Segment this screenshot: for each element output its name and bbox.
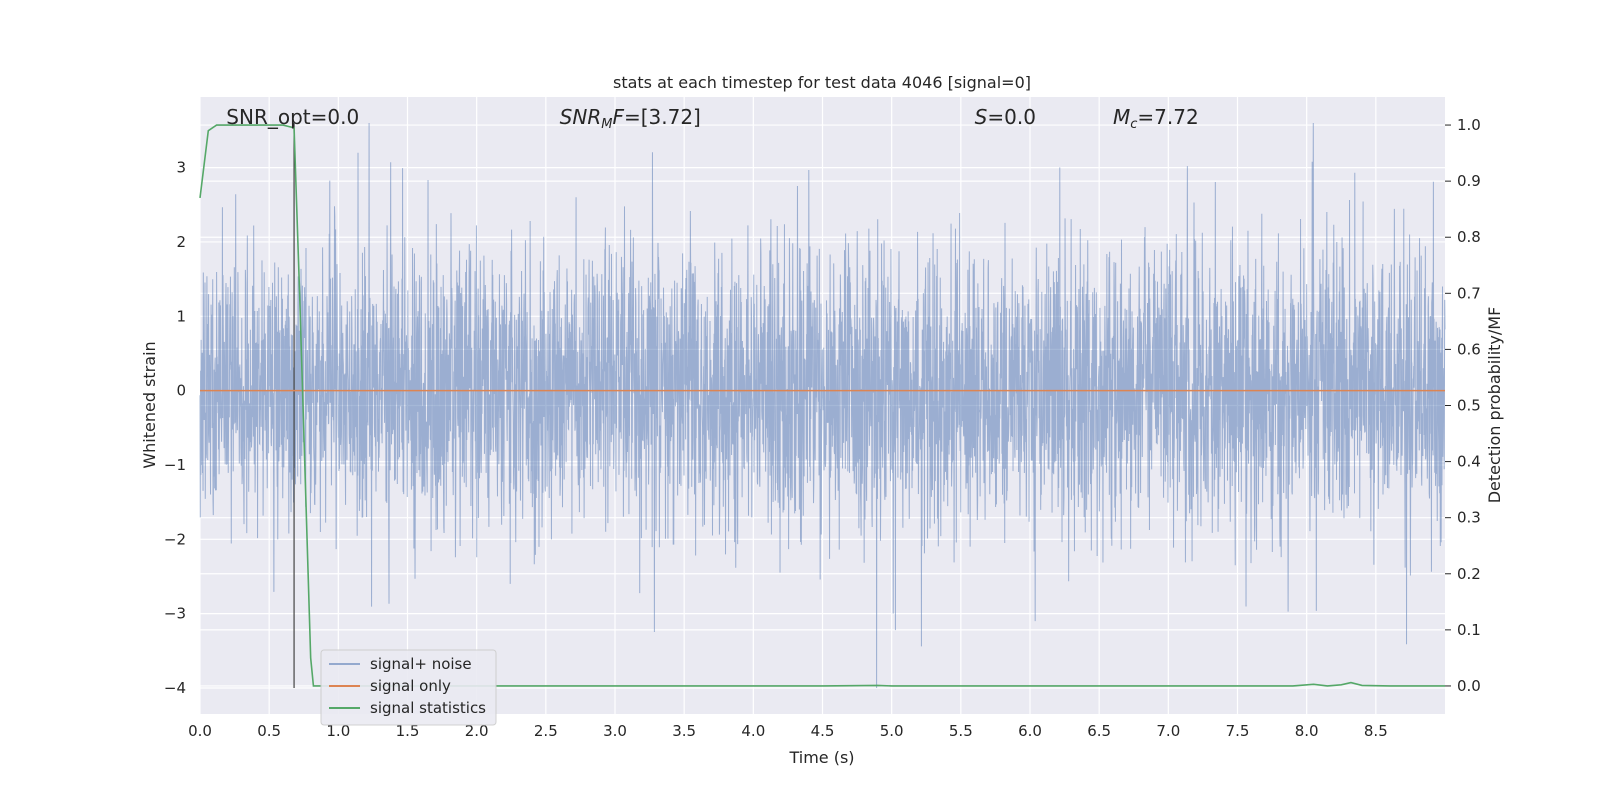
y-tick-label: 0 xyxy=(176,382,186,400)
x-tick-label: 0.0 xyxy=(188,722,212,740)
legend-label-statistics: signal statistics xyxy=(370,699,486,717)
y2-tick-label: 0.4 xyxy=(1457,453,1481,471)
x-tick-label: 3.0 xyxy=(603,722,627,740)
legend: signal+ noise signal only signal statist… xyxy=(320,649,497,726)
y2-tick-label: 0.9 xyxy=(1457,172,1481,190)
x-tick-label: 2.5 xyxy=(534,722,558,740)
y-tick-label: −1 xyxy=(164,456,186,474)
y2-tick-label: 0.5 xyxy=(1457,397,1481,415)
annotation-mc: Mc=7.72 xyxy=(1113,105,1199,132)
x-tick-label: 7.5 xyxy=(1226,722,1250,740)
annotation-s: S=0.0 xyxy=(975,105,1036,129)
y-tick-label: 1 xyxy=(176,307,186,325)
y2-ticks: 1.0 0.9 0.8 0.7 0.6 0.5 0.4 0.3 0.2 0.1 0.0 xyxy=(1445,116,1481,695)
y2-tick-label: 0.6 xyxy=(1457,340,1481,358)
y2-tick-label: 0.1 xyxy=(1457,621,1481,639)
series-line-1 xyxy=(199,124,1445,687)
y2-tick-label: 0.7 xyxy=(1457,284,1481,302)
x-tick-label: 8.0 xyxy=(1295,722,1319,740)
y2-tick-label: 0.8 xyxy=(1457,228,1481,246)
y2-tick-label: 1.0 xyxy=(1457,116,1481,134)
y-tick-label: −2 xyxy=(164,530,186,548)
line-series xyxy=(199,123,1445,688)
x-tick-label: 0.5 xyxy=(257,722,281,740)
y2-tick-label: 0.3 xyxy=(1457,509,1481,527)
y2-tick-label: 0.2 xyxy=(1457,565,1481,583)
y-ticks: 3 2 1 0 −1 −2 −3 −4 xyxy=(164,159,186,697)
x-axis-label: Time (s) xyxy=(788,748,854,767)
x-tick-label: 5.0 xyxy=(880,722,904,740)
noise-series xyxy=(199,123,1446,688)
x-tick-label: 4.5 xyxy=(811,722,835,740)
x-tick-label: 6.0 xyxy=(1018,722,1042,740)
x-tick-label: 6.5 xyxy=(1087,722,1111,740)
x-tick-label: 3.5 xyxy=(672,722,696,740)
x-tick-label: 1.0 xyxy=(326,722,350,740)
x-tick-label: 8.5 xyxy=(1364,722,1388,740)
x-tick-label: 2.0 xyxy=(465,722,489,740)
annotation-snr-mf: SNRMF=[3.72] xyxy=(560,105,701,132)
y-tick-label: −3 xyxy=(164,605,186,623)
x-ticks: 0.0 0.5 1.0 1.5 2.0 2.5 3.0 3.5 4.0 4.5 5.0 5.5 6.0 6… xyxy=(188,722,1388,740)
legend-label-noise: signal+ noise xyxy=(370,655,472,673)
x-tick-label: 7.0 xyxy=(1156,722,1180,740)
chart-title: stats at each timestep for test data 404… xyxy=(613,73,1031,92)
x-tick-label: 4.0 xyxy=(741,722,765,740)
legend-label-signal: signal only xyxy=(370,677,451,695)
y2-axis-label: Detection probability/MF xyxy=(1485,307,1504,504)
y-axis-label: Whitened strain xyxy=(140,341,159,468)
y-tick-label: 3 xyxy=(176,159,186,177)
x-tick-label: 5.5 xyxy=(949,722,973,740)
x-tick-label: 1.5 xyxy=(396,722,420,740)
y2-tick-label: 0.0 xyxy=(1457,677,1481,695)
annotation-snr-opt: SNR_opt=0.0 xyxy=(226,105,359,129)
y-tick-label: −4 xyxy=(164,679,186,697)
series-signal-noise xyxy=(199,123,1446,688)
y-tick-label: 2 xyxy=(176,233,186,251)
